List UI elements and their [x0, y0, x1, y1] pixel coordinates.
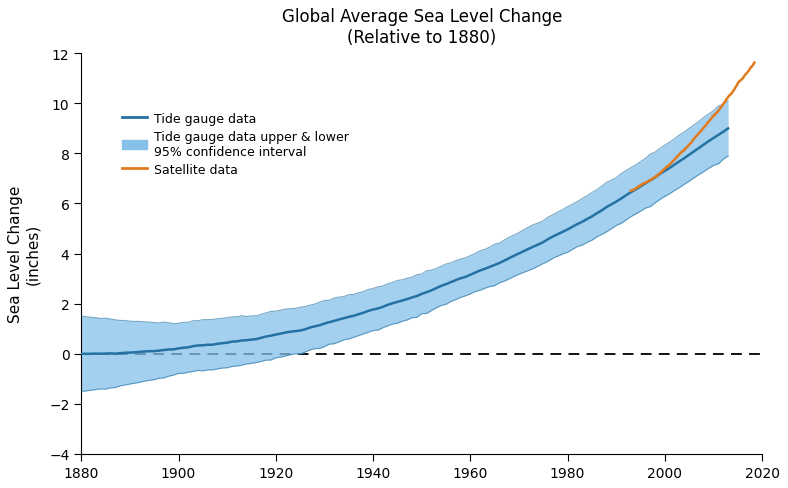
Y-axis label: Sea Level Change
(inches): Sea Level Change (inches)	[9, 185, 41, 323]
Title: Global Average Sea Level Change
(Relative to 1880): Global Average Sea Level Change (Relativ…	[281, 8, 562, 47]
Legend: Tide gauge data, Tide gauge data upper & lower
95% confidence interval, Satellit: Tide gauge data, Tide gauge data upper &…	[121, 112, 349, 176]
